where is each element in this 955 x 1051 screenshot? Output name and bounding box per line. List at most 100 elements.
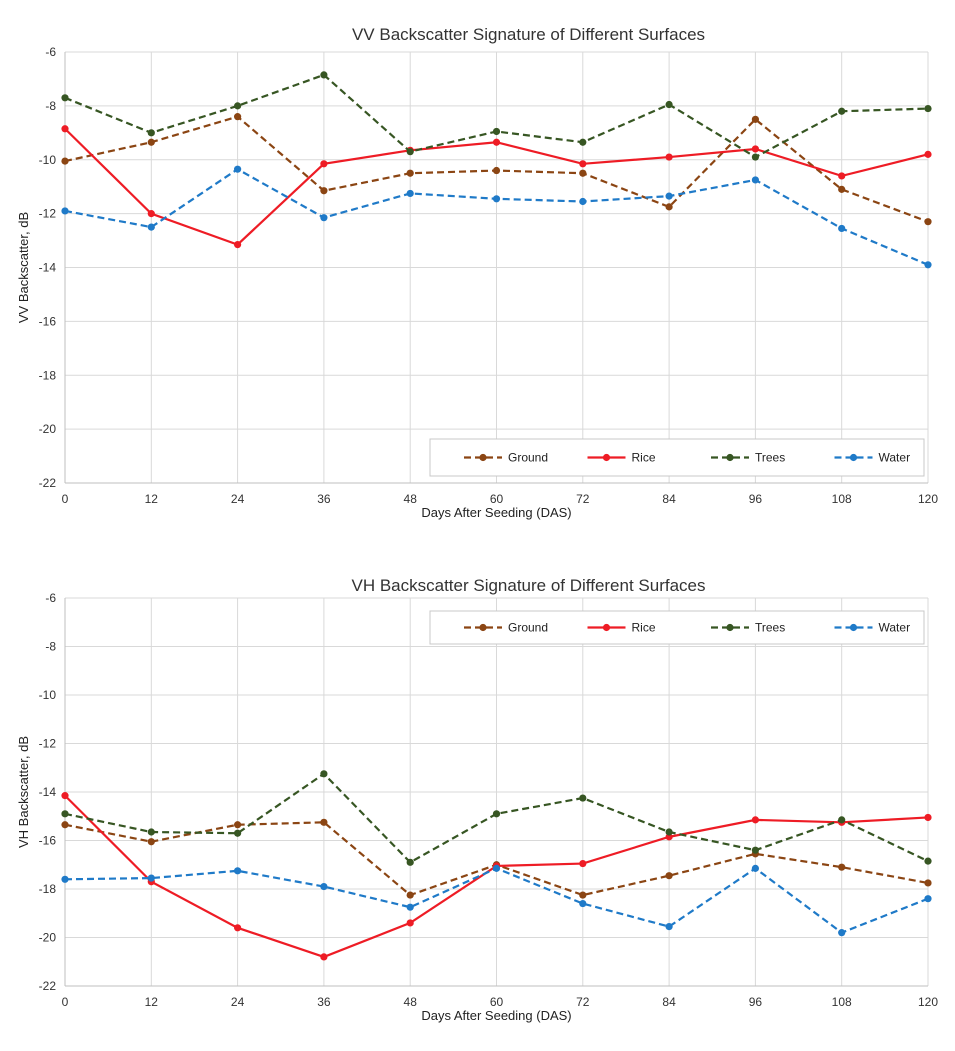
vh-series-water-point [320, 882, 328, 891]
vv-series-water-point [234, 165, 242, 173]
vh-y-axis-label: VH Backscatter, dB [16, 736, 31, 848]
vh-y-tick-label: -16 [39, 834, 57, 848]
vv-gridlines [64, 51, 929, 484]
vv-series-ground-point [147, 138, 155, 146]
vv-y-tick-label: -12 [39, 207, 57, 221]
vv-legend-trees-marker [726, 453, 734, 462]
vv-x-tick-label: 120 [918, 492, 938, 506]
vh-legend-water-label: Water [879, 621, 911, 635]
vh-x-tick-label: 72 [576, 995, 590, 1009]
vh-y-tick-label: -8 [45, 640, 56, 654]
vv-series-rice-point [924, 150, 932, 158]
vh-series-ground-point [665, 872, 673, 880]
vv-series-water-point [751, 176, 760, 184]
vv-y-tick-label: -6 [45, 45, 56, 59]
vv-series-rice-point [751, 145, 760, 153]
vh-legend [429, 610, 925, 645]
vh-series-water-point [924, 895, 932, 903]
vv-series-water-point [665, 192, 673, 200]
vh-series-water-point [61, 875, 69, 883]
vh-series-ground-point [320, 818, 328, 826]
vv-series-water-point [924, 261, 932, 269]
vh-series-rice-point [924, 813, 932, 822]
vh-x-tick-label: 48 [404, 995, 418, 1009]
vv-series-water-point [838, 224, 846, 233]
vv-series-rice-point [492, 138, 501, 146]
vv-x-tick-label: 12 [145, 492, 159, 506]
vv-series-rice-point [838, 172, 846, 180]
vh-series-water-point [751, 864, 760, 872]
vv-series-water-point [406, 189, 414, 198]
vv-series-ground-point [579, 169, 587, 177]
vh-series-ground-point [61, 821, 69, 829]
vh-series-water-point [665, 922, 673, 931]
vv-y-tick-label: -22 [39, 476, 57, 490]
vh-x-tick-label: 36 [317, 995, 331, 1009]
vh-x-tick-label: 96 [749, 995, 763, 1009]
vv-series-trees-point [492, 127, 501, 136]
vh-series-water-point [838, 929, 846, 937]
vv-series-rice-point [320, 160, 328, 168]
vh-legend-trees-label: Trees [755, 621, 785, 635]
vh-series-trees-point [406, 858, 414, 866]
vv-legend-ground-label: Ground [508, 451, 548, 465]
vh-y-tick-label: -14 [39, 785, 57, 799]
vh-series-trees-point [665, 828, 673, 836]
vv-legend-water-label: Water [879, 451, 911, 465]
vv-series-ground-point [751, 115, 760, 123]
vh-x-axis-label: Days After Seeding (DAS) [421, 1008, 571, 1023]
vv-x-tick-label: 48 [404, 492, 418, 506]
vv-series-ground-point [320, 187, 328, 195]
vh-series-trees-point [492, 810, 501, 818]
vv-series-ground-point [61, 157, 69, 165]
vv-series-trees-point [320, 71, 328, 79]
vv-series-water-point [320, 214, 328, 222]
vv-series-rice-point [579, 160, 587, 168]
vv-series-water-point [492, 195, 501, 203]
vv-series-trees-point [665, 100, 673, 109]
vv-series-trees-point [406, 148, 414, 156]
vv-chart-title: VV Backscatter Signature of Different Su… [352, 25, 705, 44]
vv-y-tick-label: -16 [39, 314, 57, 328]
vh-legend-trees-marker [726, 623, 734, 632]
vh-chart-title: VH Backscatter Signature of Different Su… [351, 576, 705, 595]
vv-series-ground-point [406, 169, 414, 177]
vh-series-trees-point [751, 846, 760, 854]
vh-series-ground-point [406, 891, 414, 899]
vh-series-water-point [492, 864, 501, 872]
vh-series-trees-point [61, 810, 69, 818]
vv-series-trees-point [751, 153, 760, 161]
vv-series-ground-point [665, 203, 673, 211]
vh-series-trees-point [234, 829, 242, 837]
vv-series-water-point [61, 207, 69, 215]
vh-x-tick-label: 84 [662, 995, 676, 1009]
vh-legend-ground-label: Ground [508, 621, 548, 635]
vv-series-ground-point [838, 185, 846, 193]
vv-x-axis-label: Days After Seeding (DAS) [421, 505, 571, 520]
vh-y-tick-label: -6 [45, 591, 56, 605]
vh-gridlines [64, 597, 929, 987]
vh-series-water-point [579, 899, 587, 908]
vv-y-tick-label: -18 [39, 368, 57, 382]
vh-series-ground-point [838, 863, 846, 871]
vh-series-water-point [234, 867, 242, 875]
vh-series-water-point [406, 903, 414, 911]
vv-series-ground-point [924, 218, 932, 226]
vh-x-tick-label: 108 [832, 995, 852, 1009]
vh-series-water-point [147, 874, 155, 882]
vh-series-trees-point [579, 794, 587, 802]
vh-y-tick-label: -20 [39, 931, 57, 945]
vh-series-trees-point [147, 828, 155, 836]
vv-series-trees-point [61, 94, 69, 102]
vv-x-tick-label: 0 [62, 492, 69, 506]
vv-series-ground-point [492, 166, 501, 175]
vh-series-trees-point [320, 770, 328, 778]
vh-legend-ground-marker [479, 623, 487, 632]
vv-series-rice-point [665, 153, 673, 161]
vh-x-tick-label: 60 [490, 995, 504, 1009]
vh-series-rice-point [406, 919, 414, 927]
vh-y-tick-label: -12 [39, 737, 57, 751]
vh-y-tick-label: -18 [39, 882, 57, 896]
vv-y-tick-label: -14 [39, 261, 57, 275]
